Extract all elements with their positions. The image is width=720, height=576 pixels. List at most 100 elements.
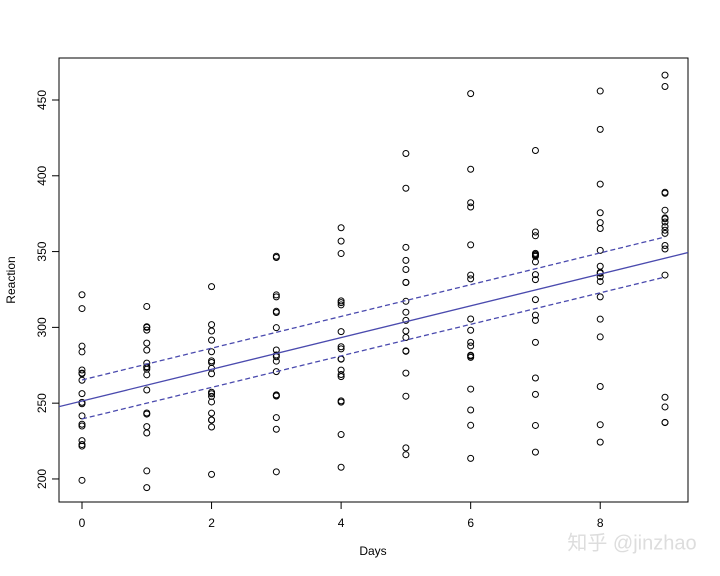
point <box>143 467 151 475</box>
point <box>78 369 86 377</box>
point <box>337 250 345 258</box>
point <box>596 333 604 341</box>
point <box>661 393 669 401</box>
point <box>143 386 151 394</box>
point <box>78 437 86 445</box>
point <box>143 423 151 431</box>
point <box>596 125 604 133</box>
point <box>272 293 280 301</box>
point <box>467 199 475 207</box>
point <box>272 368 280 376</box>
point <box>467 454 475 462</box>
point <box>467 326 475 334</box>
point <box>596 180 604 188</box>
point <box>78 420 86 428</box>
point <box>467 342 475 350</box>
point <box>78 366 86 374</box>
point <box>402 451 410 459</box>
point <box>596 293 604 301</box>
point <box>531 146 539 154</box>
point <box>337 237 345 245</box>
point <box>531 228 539 236</box>
x-axis-label: Days <box>359 544 386 558</box>
point <box>596 87 604 95</box>
point <box>467 385 475 393</box>
point <box>337 398 345 406</box>
point <box>467 352 475 360</box>
point <box>143 371 151 379</box>
point <box>402 150 410 158</box>
y-tick-label: 300 <box>35 317 49 337</box>
point <box>143 346 151 354</box>
point <box>78 291 86 299</box>
y-tick-label: 250 <box>35 393 49 413</box>
point <box>143 409 151 417</box>
point <box>531 338 539 346</box>
point <box>596 421 604 429</box>
watermark: 知乎 @jinzhao <box>567 531 696 554</box>
y-axis-label: Reaction <box>4 256 18 303</box>
point <box>272 391 280 399</box>
x-tick-label: 8 <box>597 516 604 530</box>
x-tick-label: 6 <box>467 516 474 530</box>
point <box>402 444 410 452</box>
y-tick-label: 400 <box>35 165 49 185</box>
point <box>467 338 475 346</box>
point <box>402 256 410 264</box>
y-tick-label: 200 <box>35 469 49 489</box>
point <box>661 223 669 231</box>
point <box>402 327 410 335</box>
point <box>661 403 669 411</box>
point <box>337 373 345 381</box>
point <box>337 343 345 351</box>
point <box>272 291 280 299</box>
point <box>402 347 410 355</box>
point <box>337 463 345 471</box>
point <box>208 392 216 400</box>
point <box>272 324 280 332</box>
point <box>467 421 475 429</box>
point <box>143 302 151 310</box>
point <box>337 297 345 305</box>
point <box>402 369 410 377</box>
point <box>272 414 280 422</box>
point <box>208 370 216 378</box>
x-tick-label: 4 <box>338 516 345 530</box>
point <box>208 388 216 396</box>
fit-line <box>59 251 688 408</box>
point <box>78 305 86 313</box>
point <box>661 218 669 226</box>
point <box>596 382 604 390</box>
point <box>661 419 669 427</box>
point <box>208 409 216 417</box>
point <box>208 423 216 431</box>
point <box>143 339 151 347</box>
point <box>467 275 475 283</box>
point <box>337 371 345 379</box>
point <box>467 90 475 98</box>
point <box>208 470 216 478</box>
point <box>208 283 216 291</box>
point <box>402 265 410 273</box>
point <box>143 365 151 373</box>
point <box>272 307 280 315</box>
point <box>337 345 345 353</box>
point <box>143 429 151 437</box>
point <box>208 348 216 356</box>
point <box>531 232 539 240</box>
band-lower <box>81 276 666 420</box>
point <box>78 422 86 430</box>
point <box>337 301 345 309</box>
point <box>661 214 669 222</box>
point <box>78 342 86 350</box>
point <box>143 484 151 492</box>
point <box>531 316 539 324</box>
point <box>208 357 216 365</box>
point <box>531 251 539 259</box>
point <box>337 299 345 307</box>
point <box>208 321 216 329</box>
point <box>596 262 604 270</box>
point <box>272 357 280 365</box>
